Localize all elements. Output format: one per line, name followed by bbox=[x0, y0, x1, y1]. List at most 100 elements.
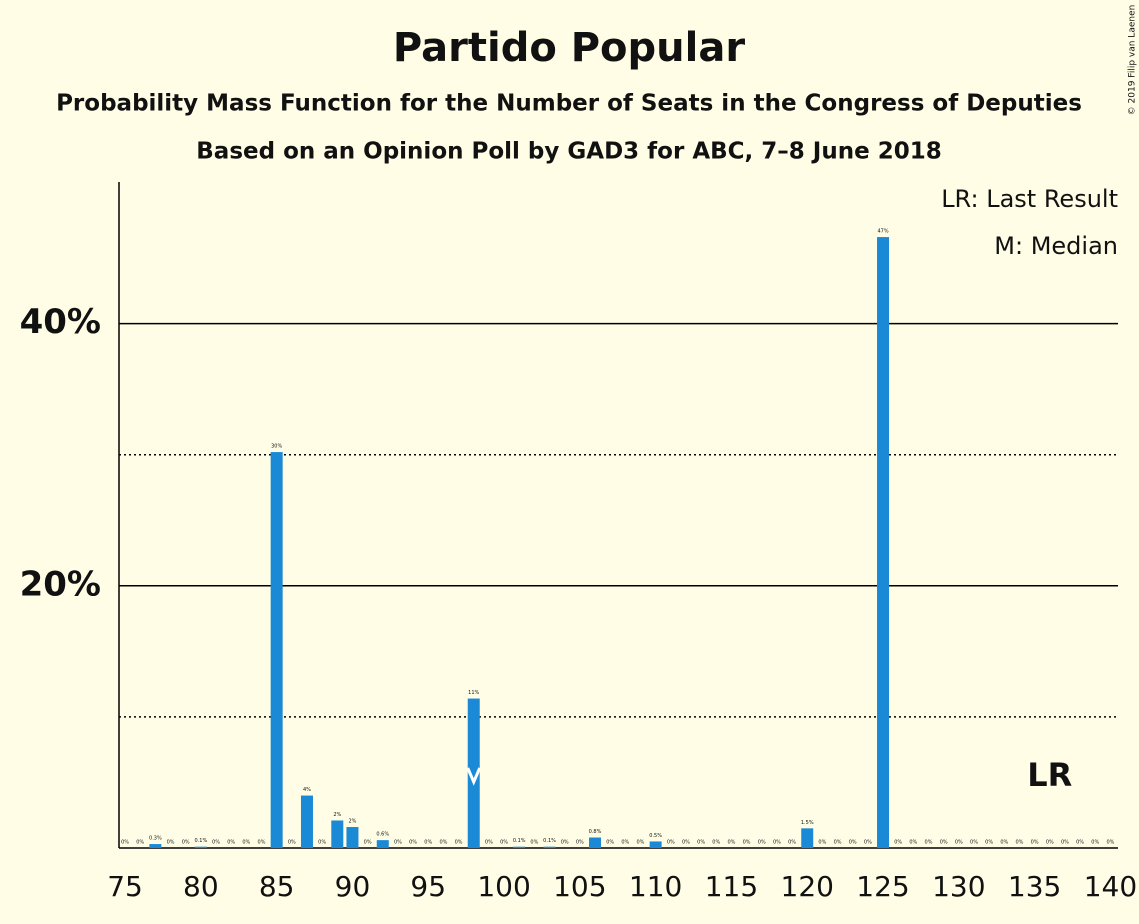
value-label: 0% bbox=[970, 840, 978, 846]
value-label: 0% bbox=[561, 840, 569, 846]
value-label: 4% bbox=[303, 787, 311, 793]
x-tick-label: 130 bbox=[932, 870, 985, 903]
value-label: 0% bbox=[409, 840, 417, 846]
value-label: 0.1% bbox=[513, 838, 526, 844]
chart-subtitle: Based on an Opinion Poll by GAD3 for ABC… bbox=[196, 139, 941, 165]
value-label: 0% bbox=[1031, 840, 1039, 846]
bar bbox=[194, 846, 207, 848]
x-tick-label: 95 bbox=[410, 870, 446, 903]
x-tick-label: 105 bbox=[553, 870, 606, 903]
value-label: 30% bbox=[271, 444, 282, 450]
value-label: 0.3% bbox=[149, 836, 162, 842]
value-label: 0% bbox=[227, 840, 235, 846]
bar bbox=[467, 698, 480, 848]
x-tick-label: 75 bbox=[107, 870, 143, 903]
value-label: 2% bbox=[348, 819, 356, 825]
bar bbox=[589, 837, 602, 848]
x-tick-label: 115 bbox=[705, 870, 758, 903]
copyright: © 2019 Filip van Laenen bbox=[1128, 5, 1138, 116]
bar bbox=[149, 844, 162, 848]
value-label: 0% bbox=[1061, 840, 1069, 846]
chart-subtitle: Probability Mass Function for the Number… bbox=[56, 91, 1082, 117]
value-label: 0% bbox=[985, 840, 993, 846]
value-label: 0.6% bbox=[376, 832, 389, 838]
bar bbox=[346, 827, 359, 848]
value-label: 0% bbox=[530, 840, 538, 846]
value-label: 0% bbox=[576, 840, 584, 846]
value-label: 0% bbox=[788, 840, 796, 846]
bar bbox=[331, 820, 344, 848]
value-label: 0% bbox=[394, 840, 402, 846]
median-marker bbox=[466, 767, 482, 786]
value-label: 0% bbox=[955, 840, 963, 846]
value-label: 0% bbox=[318, 840, 326, 846]
value-label: 0% bbox=[834, 840, 842, 846]
value-label: 0% bbox=[727, 840, 735, 846]
value-label: 2% bbox=[333, 812, 341, 818]
value-label: 0% bbox=[1000, 840, 1008, 846]
x-tick-label: 110 bbox=[629, 870, 682, 903]
bar bbox=[376, 840, 389, 848]
bar bbox=[649, 841, 662, 848]
value-label: 0.1% bbox=[543, 838, 556, 844]
value-label: 0% bbox=[940, 840, 948, 846]
value-label: 0% bbox=[682, 840, 690, 846]
value-label: 47% bbox=[877, 229, 888, 235]
value-label: 0% bbox=[773, 840, 781, 846]
value-label: 0% bbox=[621, 840, 629, 846]
value-label: 0.5% bbox=[649, 833, 662, 839]
bar bbox=[270, 452, 283, 848]
value-label: 0% bbox=[424, 840, 432, 846]
x-tick-label: 120 bbox=[781, 870, 834, 903]
value-label: 0% bbox=[364, 840, 372, 846]
value-label: 0% bbox=[1015, 840, 1023, 846]
value-label: 0% bbox=[818, 840, 826, 846]
x-tick-label: 80 bbox=[183, 870, 219, 903]
x-tick-label: 85 bbox=[259, 870, 295, 903]
value-label: 0% bbox=[1106, 840, 1114, 846]
value-label: 0% bbox=[1076, 840, 1084, 846]
value-label: 0% bbox=[242, 840, 250, 846]
value-label: 0% bbox=[121, 840, 129, 846]
value-label: 0% bbox=[925, 840, 933, 846]
value-label: 0% bbox=[909, 840, 917, 846]
chart-title: Partido Popular bbox=[393, 25, 745, 71]
bar bbox=[877, 237, 890, 848]
value-label: 0% bbox=[667, 840, 675, 846]
x-tick-label: 135 bbox=[1008, 870, 1061, 903]
value-label: 0% bbox=[182, 840, 190, 846]
value-label: 0.8% bbox=[589, 829, 602, 835]
value-label: 0% bbox=[1091, 840, 1099, 846]
value-label: 0% bbox=[758, 840, 766, 846]
value-label: 0% bbox=[500, 840, 508, 846]
legend-entry: LR: Last Result bbox=[941, 185, 1118, 213]
x-tick-label: 125 bbox=[856, 870, 909, 903]
value-label: 0% bbox=[864, 840, 872, 846]
value-label: 0% bbox=[697, 840, 705, 846]
value-label: 0% bbox=[455, 840, 463, 846]
value-label: 1.5% bbox=[801, 820, 814, 826]
value-label: 0% bbox=[485, 840, 493, 846]
bar bbox=[801, 828, 814, 848]
legend-entry: M: Median bbox=[994, 232, 1118, 260]
value-label: 0% bbox=[606, 840, 614, 846]
value-label: 0% bbox=[637, 840, 645, 846]
value-label: 0.1% bbox=[195, 838, 208, 844]
value-label: 0% bbox=[743, 840, 751, 846]
value-label: 0% bbox=[136, 840, 144, 846]
value-label: 0% bbox=[439, 840, 447, 846]
value-label: 0% bbox=[894, 840, 902, 846]
x-tick-label: 140 bbox=[1084, 870, 1137, 903]
bar bbox=[543, 846, 556, 848]
x-tick-label: 100 bbox=[477, 870, 530, 903]
y-tick-label: 20% bbox=[20, 564, 101, 604]
value-label: 11% bbox=[468, 690, 479, 696]
bar bbox=[300, 795, 313, 848]
value-label: 0% bbox=[167, 840, 175, 846]
value-label: 0% bbox=[212, 840, 220, 846]
y-tick-label: 40% bbox=[20, 302, 101, 342]
last-result-label: LR bbox=[1027, 756, 1072, 794]
x-tick-label: 90 bbox=[335, 870, 371, 903]
